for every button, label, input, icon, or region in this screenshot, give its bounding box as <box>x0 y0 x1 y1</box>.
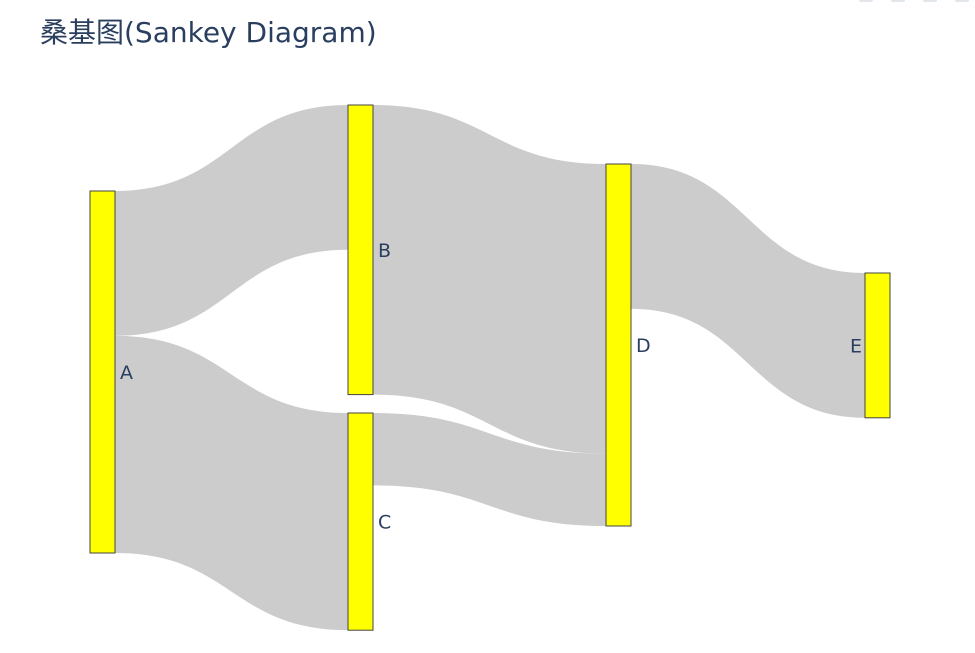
chart-title: 桑基图(Sankey Diagram) <box>40 16 377 49</box>
camera-icon[interactable] <box>859 0 873 2</box>
node-b[interactable] <box>347 104 374 396</box>
link-b-d[interactable] <box>373 105 606 454</box>
node-label-a: A <box>120 362 133 384</box>
node-a[interactable] <box>89 190 116 554</box>
link-a-b[interactable] <box>115 105 348 336</box>
link-d-e[interactable] <box>631 164 865 418</box>
zoom-icon[interactable] <box>891 0 905 2</box>
node-c[interactable] <box>347 412 374 631</box>
reset-icon[interactable] <box>955 0 969 2</box>
node-label-d: D <box>636 335 651 357</box>
pan-icon[interactable] <box>923 0 937 2</box>
node-d[interactable] <box>605 163 632 527</box>
node-label-b: B <box>378 240 391 262</box>
node-label-e: E <box>850 335 862 357</box>
nodes-layer <box>89 104 891 631</box>
link-a-c[interactable] <box>115 335 348 631</box>
links-layer <box>115 105 865 631</box>
link-c-d[interactable] <box>373 413 606 526</box>
modebar[interactable] <box>859 0 969 2</box>
labels-layer: A B C D E <box>120 240 862 534</box>
node-label-c: C <box>378 512 391 534</box>
node-e[interactable] <box>864 272 891 419</box>
